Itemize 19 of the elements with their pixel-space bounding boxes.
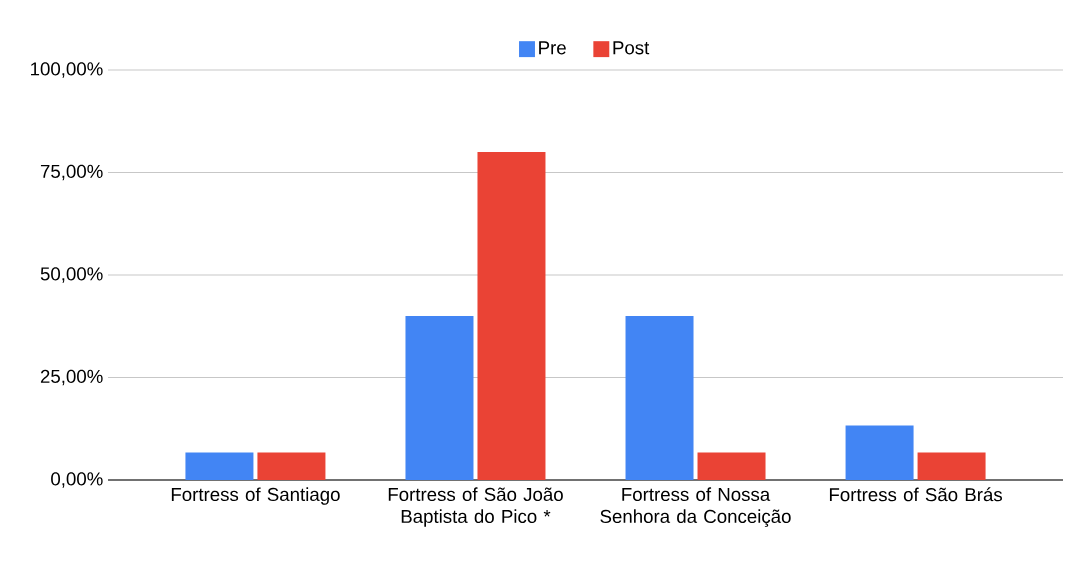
y-tick-label: 0,00% bbox=[51, 472, 103, 488]
legend-label: Post bbox=[613, 41, 650, 55]
bar bbox=[405, 315, 474, 480]
x-tick-label: Fortress of São Brás bbox=[829, 487, 1002, 502]
bar bbox=[917, 452, 986, 480]
y-tick-label: 50,00% bbox=[40, 267, 103, 283]
bar bbox=[625, 315, 694, 480]
bar bbox=[845, 425, 914, 480]
x-tick-label: Fortress of São João Baptista do Pico * bbox=[388, 487, 563, 527]
bar bbox=[185, 452, 254, 480]
bar bbox=[697, 452, 766, 480]
x-tick-label: Fortress of Nossa Senhora da Conceição bbox=[600, 487, 791, 527]
bar bbox=[257, 452, 326, 480]
y-tick-label: 75,00% bbox=[40, 164, 103, 181]
x-tick-label: Fortress of Santiago bbox=[171, 487, 340, 505]
bar bbox=[477, 151, 546, 480]
legend-label: Pre bbox=[539, 41, 566, 55]
y-tick-label: 100,00% bbox=[31, 62, 103, 78]
y-tick-label: 25,00% bbox=[40, 369, 103, 386]
